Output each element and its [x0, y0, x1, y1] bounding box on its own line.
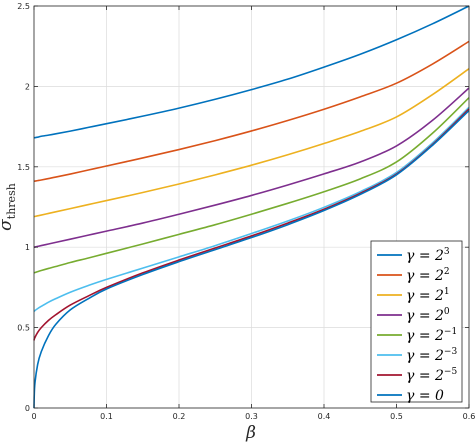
legend-entry: γ = 22	[406, 267, 450, 284]
y-tick-label: 2.5	[17, 2, 30, 11]
legend-entry: γ = 23	[406, 247, 450, 264]
x-tick-label: 0.4	[318, 412, 331, 421]
series-line	[33, 108, 470, 341]
legend-entry: γ = 2−5	[406, 367, 457, 384]
x-tick-label: 0.3	[245, 412, 258, 421]
legend-entry: γ = 20	[406, 307, 450, 324]
series-line	[33, 87, 470, 248]
tick-labels: 0 0.1 0.2 0.3 0.4 0.5 0.6 0 0.5 1 1.5 2 2.5	[17, 2, 475, 421]
series-line	[33, 68, 470, 218]
x-tick-label: 0.2	[173, 412, 186, 421]
x-tick-label: 0.1	[100, 412, 113, 421]
series-line	[33, 40, 470, 183]
y-axis-label-subscript: thresh	[5, 183, 18, 219]
x-axis-label: β	[245, 423, 256, 442]
svg-text:σthresh: σthresh	[0, 183, 18, 231]
y-tick-label: 1.5	[17, 163, 30, 172]
x-tick-label: 0.6	[463, 412, 476, 421]
series-line	[33, 97, 470, 274]
x-tick-label: 0.5	[390, 412, 403, 421]
legend-entry: γ = 0	[406, 388, 444, 404]
series-line	[33, 5, 470, 139]
series-lines	[33, 5, 470, 409]
legend: γ = 23 γ = 22 γ = 21 γ = 20 γ = 2−1 γ = 2−3 γ …	[370, 240, 463, 404]
y-axis-label: σthresh	[0, 183, 18, 231]
axis-ticks	[33, 5, 470, 409]
y-axis-label-symbol: σ	[0, 219, 16, 231]
series-line	[33, 106, 470, 313]
y-tick-label: 0	[25, 404, 30, 413]
legend-entry: γ = 2−3	[406, 347, 457, 364]
legend-entry: γ = 21	[406, 287, 450, 304]
y-tick-label: 1	[25, 243, 30, 252]
legend-entry: γ = 2−1	[406, 327, 457, 344]
y-tick-label: 2	[25, 82, 30, 91]
series-line	[33, 109, 470, 409]
y-tick-label: 0.5	[17, 324, 30, 333]
x-tick-label: 0	[31, 412, 36, 421]
